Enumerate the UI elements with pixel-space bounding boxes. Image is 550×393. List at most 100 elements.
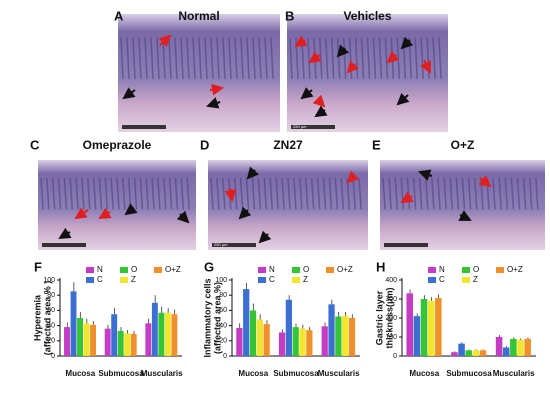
tissue-texture	[132, 37, 136, 79]
tissue-texture	[263, 177, 268, 210]
y-tick-label: 100	[385, 334, 397, 341]
bar	[70, 291, 77, 356]
tissue-texture	[204, 37, 208, 79]
arrow	[420, 59, 431, 74]
legend-swatch	[120, 277, 128, 283]
legend-label: O+Z	[337, 265, 353, 274]
x-tick-label: Submucosa	[98, 369, 144, 378]
bar	[104, 328, 111, 356]
tissue-texture	[180, 177, 185, 210]
tissue-texture	[126, 37, 130, 79]
y-axis-label: thickness(μm)	[384, 287, 394, 348]
y-tick-label: 80	[219, 292, 227, 299]
scale-label: 250 μm	[214, 242, 228, 247]
tissue-texture	[245, 177, 250, 210]
panel-letter: D	[200, 137, 209, 152]
legend-swatch	[292, 277, 300, 283]
legend-swatch	[154, 267, 162, 273]
tissue-texture	[535, 177, 539, 210]
tissue-texture	[40, 177, 44, 210]
tissue-texture	[473, 177, 478, 210]
legend-swatch	[496, 267, 504, 273]
arrow	[176, 210, 190, 224]
tissue-texture	[438, 37, 442, 79]
tissue-texture	[144, 37, 148, 79]
scale-bar	[291, 125, 335, 129]
bar	[495, 337, 503, 356]
tissue-texture	[251, 177, 256, 210]
arrow	[238, 206, 252, 220]
y-tick-label: 80	[47, 292, 55, 299]
bar	[111, 314, 118, 356]
legend-swatch	[292, 267, 300, 273]
tissue-texture	[186, 37, 190, 79]
tissue-texture	[443, 177, 447, 210]
legend-label: Z	[303, 275, 308, 284]
tissue-texture	[180, 37, 184, 79]
tissue-texture	[116, 177, 120, 210]
legend-swatch	[326, 267, 334, 273]
y-tick-label: 20	[219, 338, 227, 345]
panel-title: Vehicles	[343, 9, 391, 23]
tissue-texture	[138, 37, 142, 79]
bar	[517, 339, 524, 356]
legend-label: C	[97, 275, 103, 284]
y-tick-label: 400	[385, 277, 397, 284]
tissue-texture	[150, 37, 154, 79]
tissue-texture	[270, 37, 274, 79]
y-tick-label: 20	[47, 338, 55, 345]
tissue-texture	[431, 177, 435, 210]
scale-bar	[212, 243, 256, 247]
tissue-texture	[382, 177, 386, 210]
tissue-texture	[252, 37, 256, 79]
tissue-texture	[418, 177, 423, 210]
tissue-texture	[145, 177, 149, 210]
arrow	[209, 83, 224, 96]
y-tick-label: 100	[43, 277, 55, 284]
tissue-texture	[289, 37, 293, 79]
legend-swatch	[462, 277, 470, 283]
scale-bar	[384, 243, 428, 247]
tissue-texture	[334, 177, 339, 210]
tissue-texture	[198, 37, 202, 79]
bar	[171, 314, 178, 356]
tissue-texture	[328, 177, 333, 210]
y-tick-label: 300	[385, 296, 397, 303]
y-axis-label: (affected area %)	[212, 282, 222, 354]
bar	[117, 330, 124, 356]
legend-label: N	[439, 265, 445, 274]
tissue-texture	[522, 177, 527, 210]
tissue-texture	[174, 37, 178, 79]
y-axis-label: Inflammatory cells	[202, 278, 212, 357]
arrow	[122, 87, 136, 100]
scale-bar	[42, 243, 86, 247]
y-tick-label: 0	[223, 353, 227, 360]
tissue-texture	[157, 177, 161, 210]
tissue-texture	[275, 177, 279, 210]
panel-letter: G	[204, 259, 214, 274]
tissue-texture	[63, 177, 68, 210]
panel-letter: A	[114, 8, 124, 23]
bar	[64, 327, 70, 356]
histology-image	[380, 160, 545, 250]
arrow	[336, 44, 350, 58]
arrow	[418, 169, 433, 181]
tissue-texture	[325, 37, 329, 79]
bar	[151, 302, 158, 356]
bar	[256, 319, 263, 356]
arrow	[396, 92, 410, 106]
panel-letter: C	[30, 137, 40, 152]
legend-swatch	[428, 277, 436, 283]
arrow	[246, 166, 260, 180]
tissue-texture	[234, 37, 238, 79]
y-tick-label: 0	[51, 353, 55, 360]
bar	[299, 328, 306, 356]
y-tick-label: 60	[47, 307, 55, 314]
tissue-texture	[210, 177, 214, 210]
panel-title: Normal	[178, 9, 219, 23]
tissue-texture	[449, 177, 454, 210]
scale-bar	[122, 125, 166, 129]
panel-title: O+Z	[451, 138, 475, 152]
tissue-texture	[222, 37, 226, 79]
